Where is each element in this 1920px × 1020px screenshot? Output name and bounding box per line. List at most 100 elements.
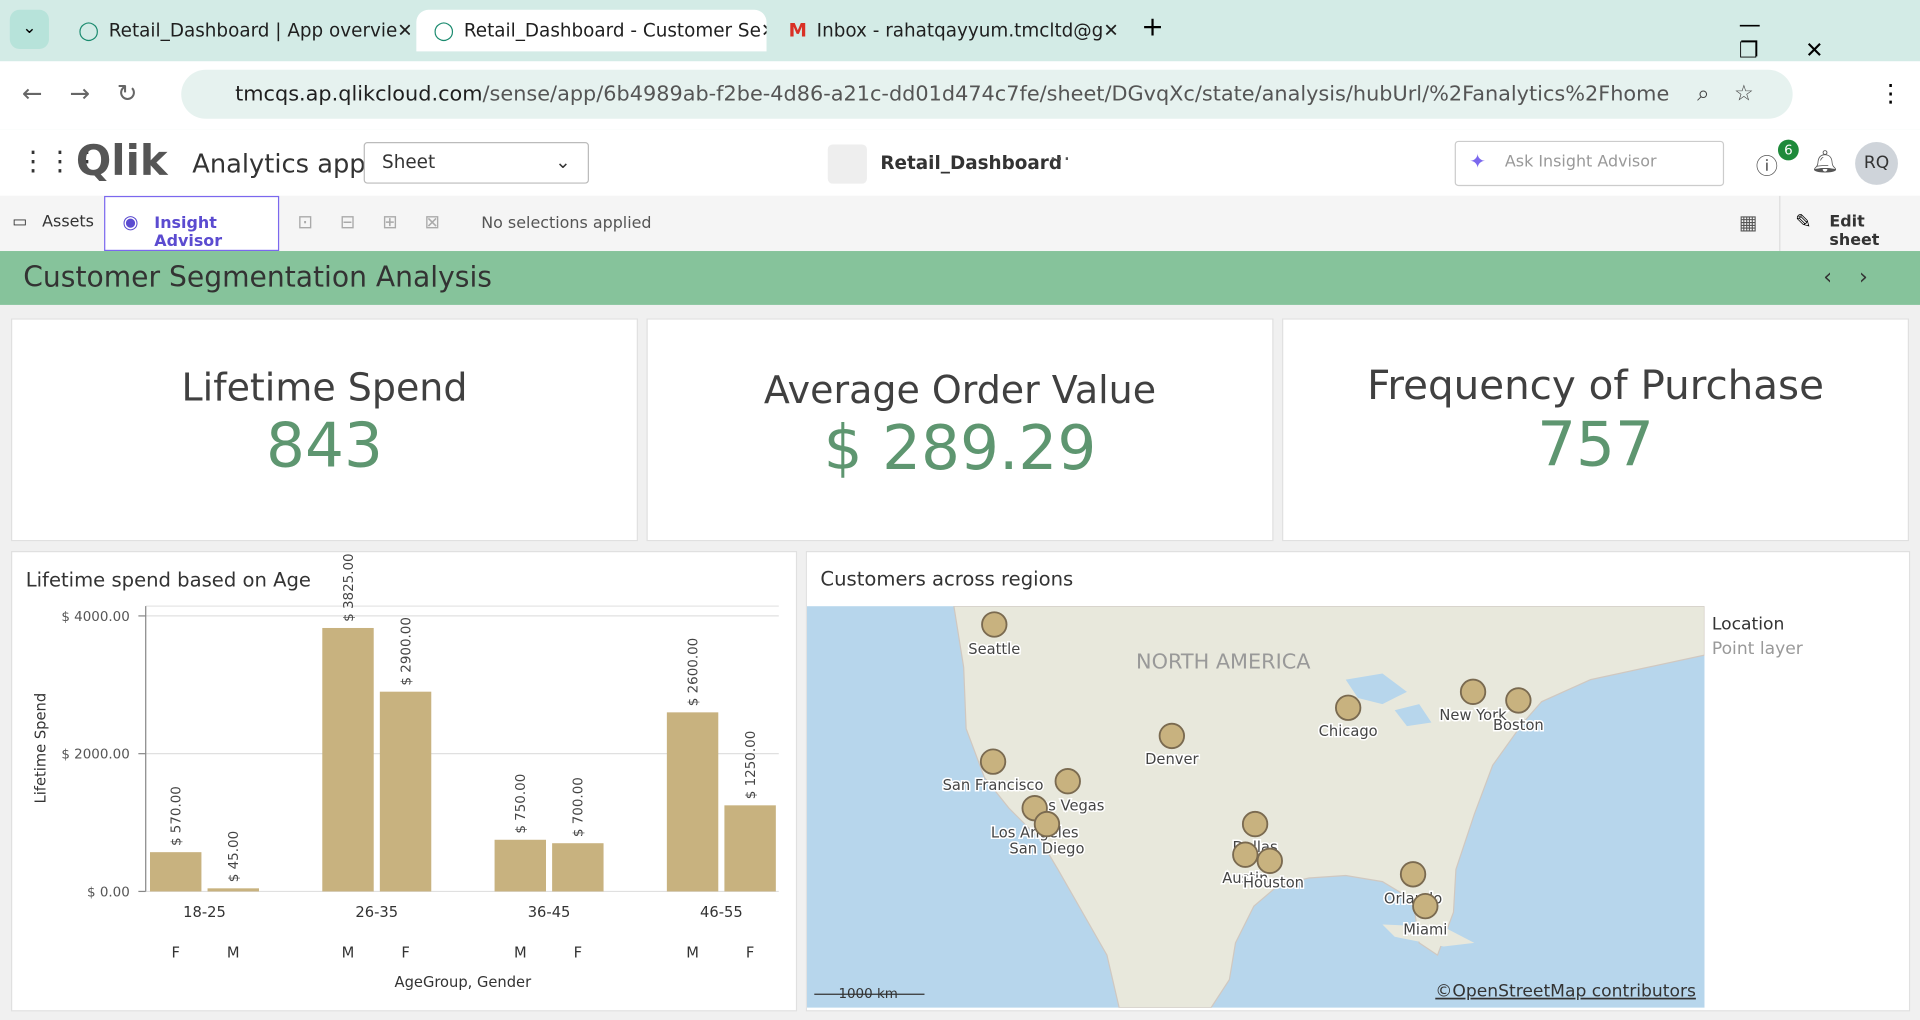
- x-tick-label: F: [574, 945, 582, 962]
- value-label: $ 1250.00: [744, 731, 759, 799]
- sheet-nav[interactable]: ‹›: [1823, 264, 1895, 291]
- group-label: 18-25: [183, 904, 226, 921]
- city-label: Houston: [1243, 875, 1304, 892]
- nav-buttons[interactable]: ←→↻: [22, 78, 165, 108]
- url-host: tmcqs.ap.qlikcloud.com: [235, 82, 483, 107]
- address-icons[interactable]: ⌕☆: [1697, 80, 1779, 107]
- x-tick-label: F: [401, 945, 409, 962]
- tab-active[interactable]: ◯Retail_Dashboard - Customer Se✕: [416, 9, 767, 52]
- city-label: Seattle: [968, 641, 1020, 658]
- value-label: $ 45.00: [227, 831, 242, 882]
- address-bar[interactable]: [181, 69, 1793, 119]
- bell-icon[interactable]: 🔔︎: [1811, 149, 1840, 176]
- attribution[interactable]: ©OpenStreetMap contributors: [1435, 982, 1696, 1002]
- city-label: Miami: [1403, 921, 1447, 938]
- kpi-label: Frequency of Purchase: [1367, 361, 1824, 409]
- help-icon[interactable]: ⓘ: [1755, 154, 1778, 180]
- value-label: $ 2600.00: [686, 638, 701, 706]
- selections: No selections applied: [481, 214, 652, 233]
- insight-icon: ◉: [122, 210, 139, 233]
- x-tick-label: M: [686, 945, 699, 962]
- city-point: [1232, 841, 1259, 868]
- value-label: $ 750.00: [514, 774, 529, 834]
- tab[interactable]: ◯Retail_Dashboard | App overvie✕: [78, 19, 410, 42]
- tab[interactable]: M Inbox - rahatqayyum.tmcltd@g ✕: [788, 19, 1119, 42]
- url: tmcqs.ap.qlikcloud.com/sense/app/6b4989a…: [235, 82, 1669, 106]
- bar: [666, 712, 719, 892]
- value-label: $ 700.00: [572, 777, 587, 837]
- bar: [552, 843, 604, 892]
- city-point: [1256, 847, 1283, 874]
- insight-advisor-button[interactable]: Insight Advisor: [104, 195, 280, 252]
- sheet-title-bar: [0, 251, 1920, 305]
- assets-button[interactable]: ▭ Assets: [12, 213, 94, 232]
- region-label: NORTH AMERICA: [1136, 650, 1311, 674]
- kpi-value: $ 289.29: [823, 412, 1097, 484]
- new-tab[interactable]: +: [1141, 12, 1164, 43]
- browser-menu[interactable]: ⋮: [1878, 78, 1903, 108]
- app-name[interactable]: Retail_Dashboard: [880, 151, 1062, 174]
- group-label: 36-45: [528, 904, 571, 921]
- city-point: [1054, 768, 1081, 795]
- url-path: /sense/app/6b4989ab-f2be-4d86-a21c-dd01d…: [482, 82, 1670, 107]
- map-legend-title: Location: [1711, 614, 1785, 635]
- x-tick-label: M: [227, 945, 240, 962]
- kpi: Frequency of Purchase 757: [1282, 318, 1909, 542]
- badge: 6: [1777, 139, 1799, 161]
- group-label: 46-55: [700, 904, 743, 921]
- kpi-value: 843: [266, 410, 383, 482]
- x-tick-label: M: [342, 945, 355, 962]
- value-label: $ 2900.00: [399, 617, 414, 685]
- edit-sheet-button[interactable]: Edit sheet: [1779, 195, 1920, 252]
- bar: [724, 805, 776, 892]
- city-point: [1241, 810, 1269, 838]
- more-menu[interactable]: ···: [1049, 146, 1071, 173]
- apps-grid[interactable]: ⋮⋮⋮: [19, 146, 101, 178]
- city-point: [981, 611, 1008, 638]
- bar: [379, 691, 432, 892]
- bar: [150, 852, 202, 892]
- city-point: [1033, 810, 1061, 838]
- lakes: [1345, 673, 1432, 727]
- bar: [494, 839, 546, 892]
- city-label: Chicago: [1319, 723, 1378, 740]
- grid-icon[interactable]: ▦: [1738, 210, 1758, 234]
- y-tick-label: $ 4000.00: [61, 610, 129, 625]
- value-label: $ 570.00: [170, 786, 185, 846]
- search[interactable]: Ask Insight Advisor: [1454, 140, 1725, 187]
- chart-title: Lifetime spend based on Age: [26, 569, 311, 592]
- sheet-title: Customer Segmentation Analysis: [23, 262, 492, 294]
- cuba: [1382, 924, 1475, 947]
- city-label: New York: [1439, 707, 1507, 724]
- sheet-select[interactable]: Sheet ⌄: [363, 142, 589, 184]
- kpi-value: 757: [1537, 408, 1654, 480]
- window-controls[interactable]: —❐✕: [1738, 12, 1871, 64]
- sparkle-icon: ✦: [1469, 149, 1486, 173]
- kpi: Average Order Value $ 289.29: [646, 318, 1274, 542]
- kpi-label: Lifetime Spend: [181, 366, 468, 411]
- tab-menu[interactable]: ⌄: [9, 9, 49, 49]
- selection-tools[interactable]: ⊡⊟⊞⊠: [297, 210, 467, 233]
- city-point: [1412, 892, 1439, 920]
- avatar[interactable]: RQ: [1855, 142, 1898, 185]
- x-tick-label: F: [171, 945, 179, 962]
- logo[interactable]: Qlik: [75, 137, 168, 187]
- city-label: San Diego: [1009, 840, 1084, 857]
- value-label: $ 3825.00: [342, 553, 357, 621]
- city-point: [979, 748, 1007, 775]
- y-tick-label: $ 0.00: [87, 885, 130, 900]
- city-point: [1505, 687, 1532, 714]
- x-tick-label: F: [746, 945, 754, 962]
- bar: [322, 627, 374, 892]
- scale-label: 1000 km: [838, 987, 897, 1002]
- y-axis-label: Lifetime Spend: [32, 693, 49, 804]
- map-legend-subtitle: Point layer: [1711, 639, 1803, 659]
- map: NORTH AMERICA 1000 km ©OpenStreetMap con…: [806, 606, 1705, 1008]
- city-point: [1399, 861, 1427, 888]
- kpi: Lifetime Spend 843: [11, 318, 638, 542]
- map-title: Customers across regions: [820, 566, 1074, 591]
- city-label: Austin: [1222, 870, 1268, 887]
